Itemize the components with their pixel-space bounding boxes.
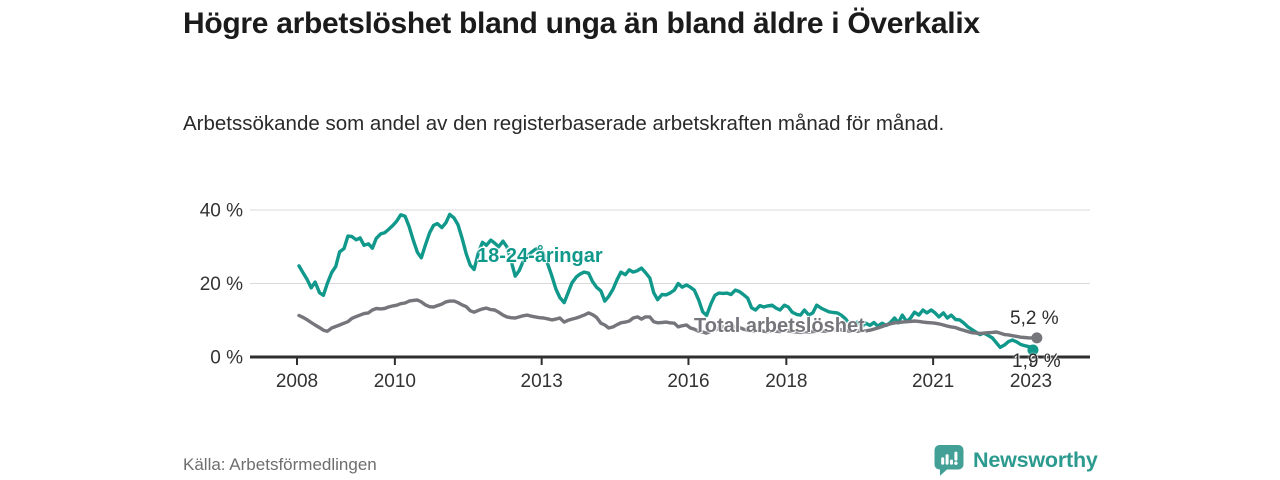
series-label-youth: 18-24-åringar	[477, 245, 603, 267]
x-tick-label: 2008	[276, 371, 318, 392]
x-tick-label: 2016	[667, 371, 709, 392]
x-tick-label: 2010	[374, 371, 416, 392]
y-tick-label: 20 %	[200, 274, 243, 295]
end-value-total: 5,2 %	[1010, 308, 1059, 329]
y-tick-label: 0 %	[210, 348, 243, 369]
source-note: Källa: Arbetsförmedlingen	[183, 455, 377, 474]
series-line-youth	[297, 212, 1035, 352]
page-title: Högre arbetslöshet bland unga än bland ä…	[183, 7, 980, 40]
series-end-dot-youth	[1027, 344, 1039, 356]
series-end-dot-total	[1031, 332, 1043, 344]
y-tick-label: 40 %	[200, 201, 243, 222]
end-value-youth: 1,9 %	[1012, 351, 1061, 372]
newsworthy-chart-bubble-icon	[934, 444, 965, 476]
brand-logo: Newsworthy	[934, 444, 1098, 476]
series-line-total	[297, 298, 1039, 340]
x-tick-label: 2023	[1010, 371, 1052, 392]
x-tick-label: 2013	[521, 371, 563, 392]
x-tick-label: 2018	[765, 371, 807, 392]
series-label-total: Total arbetslöshet	[694, 315, 865, 337]
page-subtitle: Arbetssökande som andel av den registerb…	[183, 112, 945, 135]
x-tick-label: 2021	[912, 371, 954, 392]
brand-name: Newsworthy	[973, 447, 1098, 472]
